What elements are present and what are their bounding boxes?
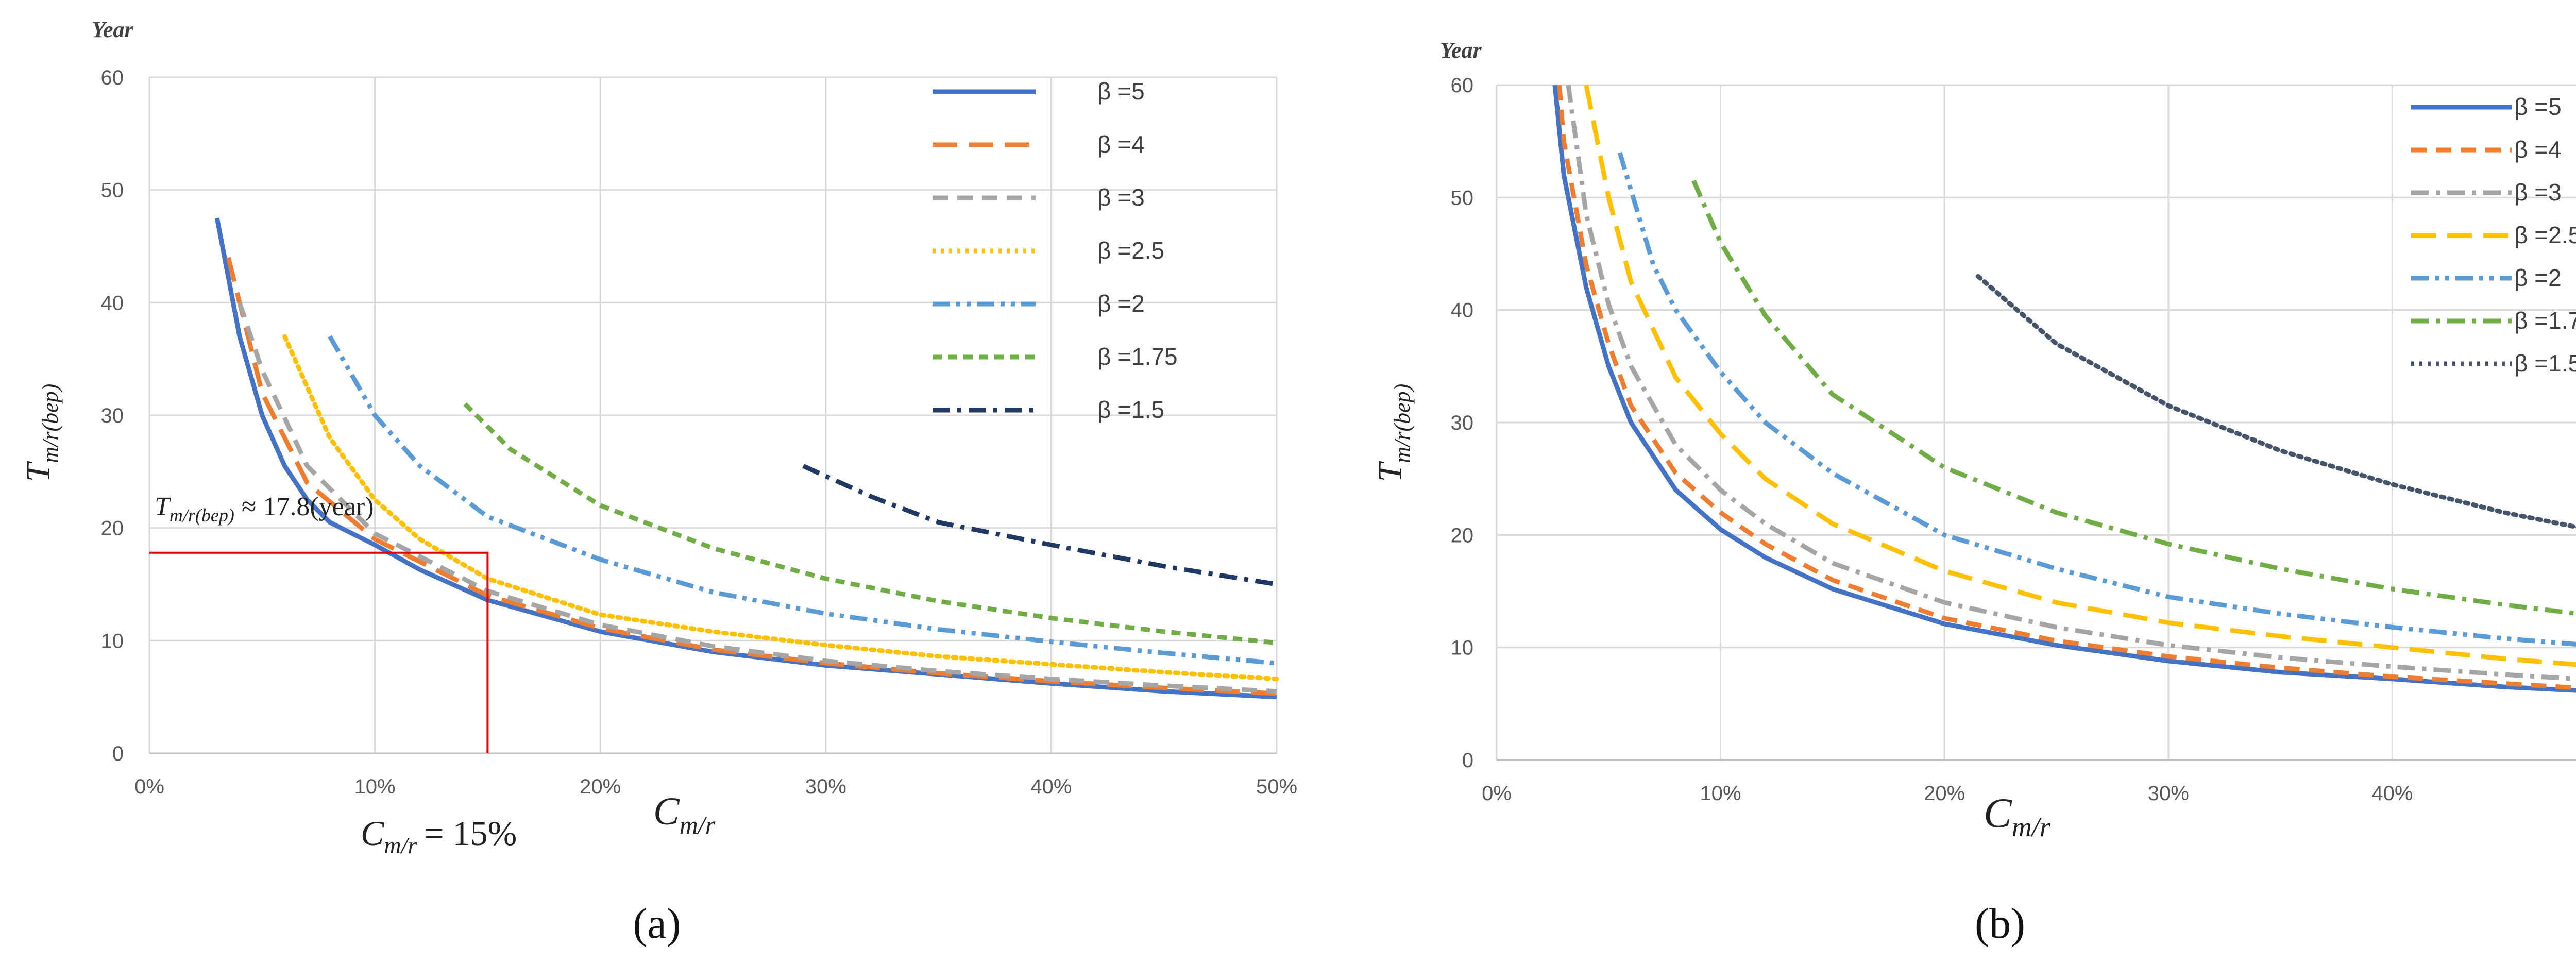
series-line [328,335,1277,666]
series-a [214,217,1279,700]
x-tick-labels-a: 0% 10% 20% 30% 40% 50% [134,775,1297,798]
series-line [1552,85,2576,693]
grid-a [148,76,1278,754]
y-tick-label: 10 [101,630,124,652]
x-tick-label: 0% [1482,782,1512,805]
legend-label: β =1.75 [1097,343,1178,370]
series-line [1691,179,2576,616]
svg-text:Tm/r(bep): Tm/r(bep) [20,384,63,482]
x-tick-label: 40% [1030,775,1072,798]
annotation-t-text: Tm/r(bep) ≈ 17.8(year) [155,492,374,526]
legend-label: β =2.5 [1097,237,1164,264]
legend-label: β =2.5 [2514,222,2576,248]
series-line [214,217,1277,700]
series-line [1975,274,2576,530]
y-tick-labels-b: 0 10 20 30 40 50 60 [1451,74,1474,772]
legend-a: β =5 β =4 β =3 β =2.5 β =2 β =1.75 β =1.5 [933,78,1178,423]
legend-label: β =3 [1097,184,1145,211]
legend-label: β =1.5 [2514,350,2576,377]
y-tick-label: 30 [1451,412,1474,434]
panel-label-b: (b) [1975,900,2025,948]
y-axis-label-b-main: T [1371,461,1409,482]
x-tick-label: 40% [2371,782,2413,805]
x-tick-label: 30% [2148,782,2189,805]
x-axis-label-a: Cm/r [653,790,716,839]
unit-label-a: Year [92,17,134,42]
y-tick-label: 0 [1462,749,1473,772]
y-tick-labels-a: 0 10 20 30 40 50 60 [101,66,124,765]
y-tick-label: 40 [1451,299,1474,322]
y-tick-label: 50 [1451,187,1474,209]
legend-label: β =1.75 [2514,307,2576,334]
annotation-guide-line [149,551,489,753]
legend-label: β =5 [1097,78,1145,105]
legend-label: β =3 [2514,179,2562,206]
series-line [1566,85,2576,682]
x-tick-labels-b: 0%10%20%30%40%50% [1482,782,2413,805]
legend-label: β =2 [2514,264,2562,291]
x-tick-label: 20% [580,775,621,798]
x-axis-label-a-sub: m/r [680,810,716,839]
y-tick-label: 50 [101,179,124,202]
annotation-c-text: Cm/r = 15% [361,814,517,858]
chart-a: 0 10 20 30 40 50 60 0% 10% 20% 30% 40% 50% β =5 β =4… [20,17,1297,948]
legend-label: β =1.5 [1097,396,1164,423]
grid-b [1496,84,2576,761]
panel-label-a: (a) [633,900,681,948]
x-axis-label-b: Cm/r [1984,789,2051,842]
legend-label: β =4 [1097,131,1145,158]
legend-b: β =5 β =4 β =3 β =2.5 β =2 β =1.75 β =1.5 [2411,93,2576,377]
series-line [1617,151,2576,647]
legend-label: β =4 [2514,136,2562,163]
legend-label: β =5 [2514,93,2562,120]
series-line [802,464,1277,587]
unit-label-b: Year [1440,38,1482,63]
y-tick-label: 30 [101,404,124,427]
x-tick-label: 10% [354,775,396,798]
y-tick-label: 0 [112,742,124,765]
x-axis-label-b-sub: m/r [2012,812,2051,842]
x-axis-label-a-main: C [653,790,680,833]
svg-text:Tm/r(bep): Tm/r(bep) [1371,384,1415,482]
y-tick-label: 20 [101,517,124,540]
y-tick-label: 40 [101,292,124,314]
series-line [226,257,1277,696]
y-axis-label-b-sub: m/r(bep) [1389,384,1415,463]
y-tick-label: 60 [101,66,124,89]
series-line [463,402,1277,646]
y-tick-label: 20 [1451,524,1474,547]
annotation-a: Tm/r(bep) ≈ 17.8(year) Cm/r = 15% [149,492,517,858]
series-line [237,301,1277,694]
legend-label: β =2 [1097,290,1145,317]
y-tick-label: 10 [1451,637,1474,660]
series-line [1584,85,2576,667]
y-axis-label-a-main: T [20,461,57,482]
x-tick-label: 10% [1700,782,1741,805]
series-b [1552,85,2576,693]
y-axis-label-a-sub: m/r(bep) [38,384,63,463]
x-tick-label: 50% [1256,775,1297,798]
y-axis-label-a: Tm/r(bep) [20,384,63,482]
series-line [1557,85,2576,690]
x-tick-label: 0% [134,775,164,798]
x-tick-label: 20% [1924,782,1965,805]
y-tick-label: 60 [1451,74,1474,97]
x-axis-label-b-main: C [1984,789,2012,836]
series-line [282,334,1279,682]
x-tick-label: 30% [805,775,846,798]
y-axis-label-b: Tm/r(bep) [1371,384,1415,482]
